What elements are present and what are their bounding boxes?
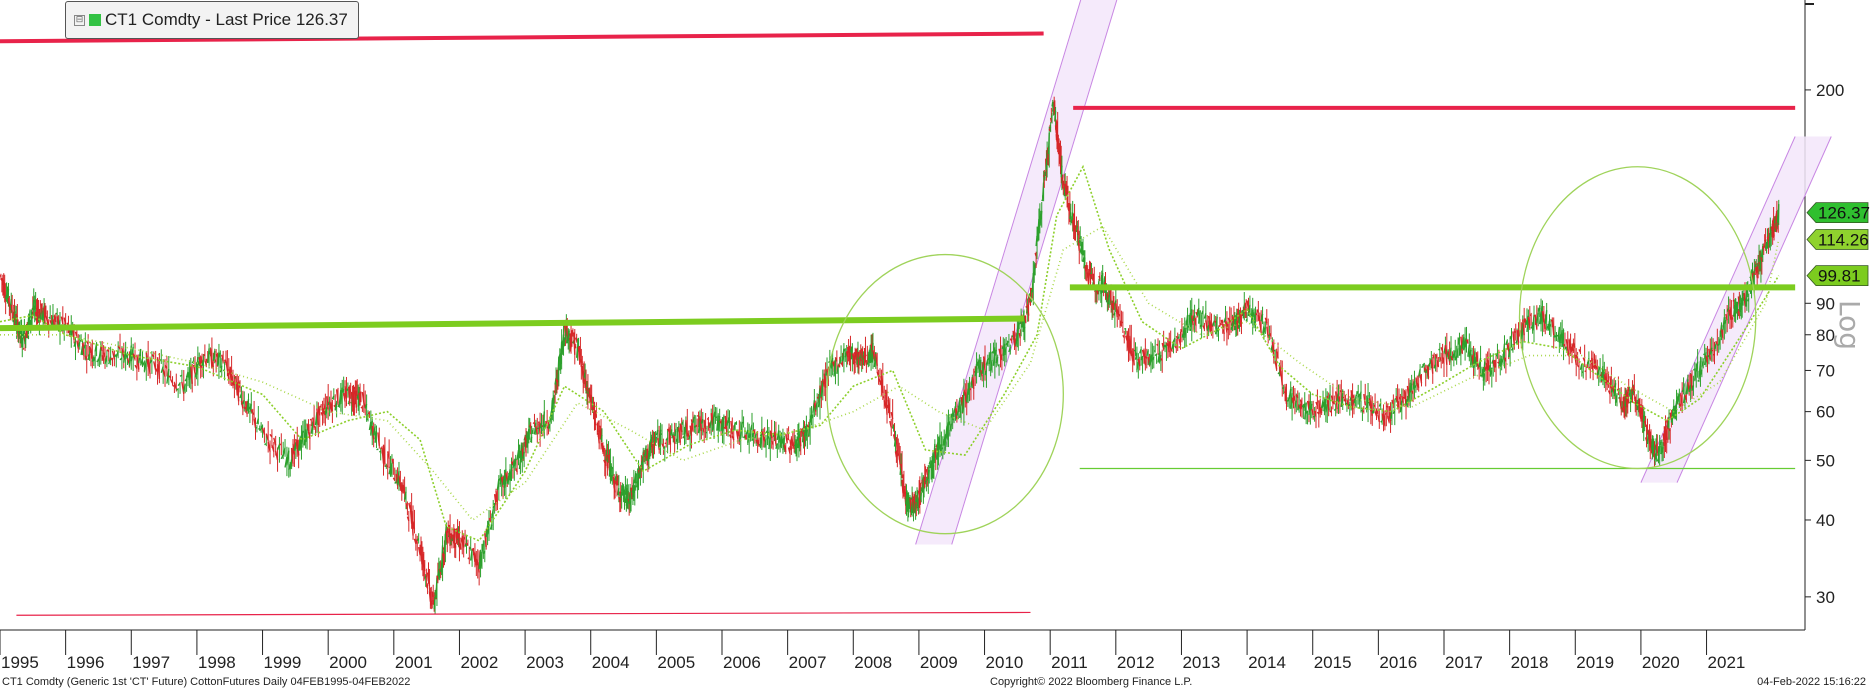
trend-channel-upper-edge-1 [951, 0, 1118, 545]
x-tick-label: 2020 [1642, 653, 1680, 672]
price-tag-2: 114.26 [1806, 229, 1869, 250]
x-tick-label: 1995 [1, 653, 39, 672]
y-tick-label: 70 [1816, 361, 1835, 380]
trend-channel-upper-edge-2 [1676, 136, 1832, 483]
price-tag-shape [1806, 265, 1869, 287]
legend-collapse-icon[interactable]: ⊟ [74, 14, 85, 26]
legend[interactable]: ⊟ CT1 Comdty - Last Price 126.37 [65, 1, 359, 39]
price-tag-value: 126.37 [1818, 204, 1870, 223]
x-tick-label: 2005 [657, 653, 695, 672]
highlight-circle-2 [1518, 166, 1757, 470]
highlight-circle-1 [826, 253, 1064, 535]
support_thin-line-5 [16, 611, 1031, 616]
y-tick-label: 90 [1816, 294, 1835, 313]
channels-layer [915, 0, 1832, 545]
trend-channel-1 [915, 0, 1117, 545]
x-tick-label: 2019 [1576, 653, 1614, 672]
x-tick-label: 2004 [592, 653, 630, 672]
moving-average-line-1 [0, 164, 1780, 542]
x-tick-label: 2017 [1445, 653, 1483, 672]
x-tick-label: 2008 [854, 653, 892, 672]
x-tick-label: 2001 [395, 653, 433, 672]
legend-swatch [89, 14, 101, 26]
y-tick-label: 200 [1816, 81, 1844, 100]
price-series [0, 96, 1780, 615]
x-tick-label: 2016 [1379, 653, 1417, 672]
x-tick-label: 1999 [264, 653, 302, 672]
x-tick-label: 2006 [723, 653, 761, 672]
x-tick-label: 2009 [920, 653, 958, 672]
y-tick-label: 80 [1816, 326, 1835, 345]
x-tick-label: 2010 [986, 653, 1024, 672]
price-tag-shape [1806, 229, 1869, 250]
resistance-line-1 [0, 31, 1044, 44]
x-tick-label: 2003 [526, 653, 564, 672]
price-tag-shape [1806, 202, 1869, 223]
legend-label: CT1 Comdty - Last Price 126.37 [105, 10, 348, 29]
x-tick-label: 2007 [789, 653, 827, 672]
log-scale-indicator: Log [1833, 300, 1866, 350]
x-tick-label: 2015 [1314, 653, 1352, 672]
y-axis-ticks: 30 40 50 60 70 80 90 200 [1805, 81, 1844, 607]
price-tag-value: 99.81 [1818, 267, 1861, 286]
y-tick-label: 40 [1816, 511, 1835, 530]
x-tick-label: 2000 [329, 653, 367, 672]
y-tick-label: 30 [1816, 588, 1835, 607]
x-tick-label: 2013 [1182, 653, 1220, 672]
price-tag-1: 126.37 [1806, 202, 1870, 223]
moving-average-line-2 [0, 225, 1780, 522]
x-tick-label: 2014 [1248, 653, 1286, 672]
price-tag-3: 99.81 [1806, 265, 1869, 287]
x-tick-label: 2021 [1708, 653, 1746, 672]
y-tick-label: 60 [1816, 403, 1835, 422]
x-tick-label: 2018 [1511, 653, 1549, 672]
footer-timestamp: 04-Feb-2022 15:16:22 [1757, 676, 1866, 688]
x-tick-label: 2002 [460, 653, 498, 672]
x-tick-label: 1996 [67, 653, 105, 672]
x-tick-label: 2012 [1117, 653, 1155, 672]
price-tag-value: 114.26 [1818, 231, 1869, 250]
x-axis-ticks: 1995 1996 1997 1998 1999 2000 2001 2002 2003 2004… [0, 630, 1745, 672]
footer-copyright: Copyright© 2022 Bloomberg Finance L.P. [990, 676, 1193, 688]
x-tick-label: 1998 [198, 653, 236, 672]
support-line-3 [0, 315, 1024, 332]
x-tick-label: 2011 [1051, 653, 1088, 672]
x-tick-label: 1997 [132, 653, 170, 672]
y-tick-label: 50 [1816, 451, 1835, 470]
footer-security-description: CT1 Comdty (Generic 1st 'CT' Future) Cot… [2, 676, 411, 688]
